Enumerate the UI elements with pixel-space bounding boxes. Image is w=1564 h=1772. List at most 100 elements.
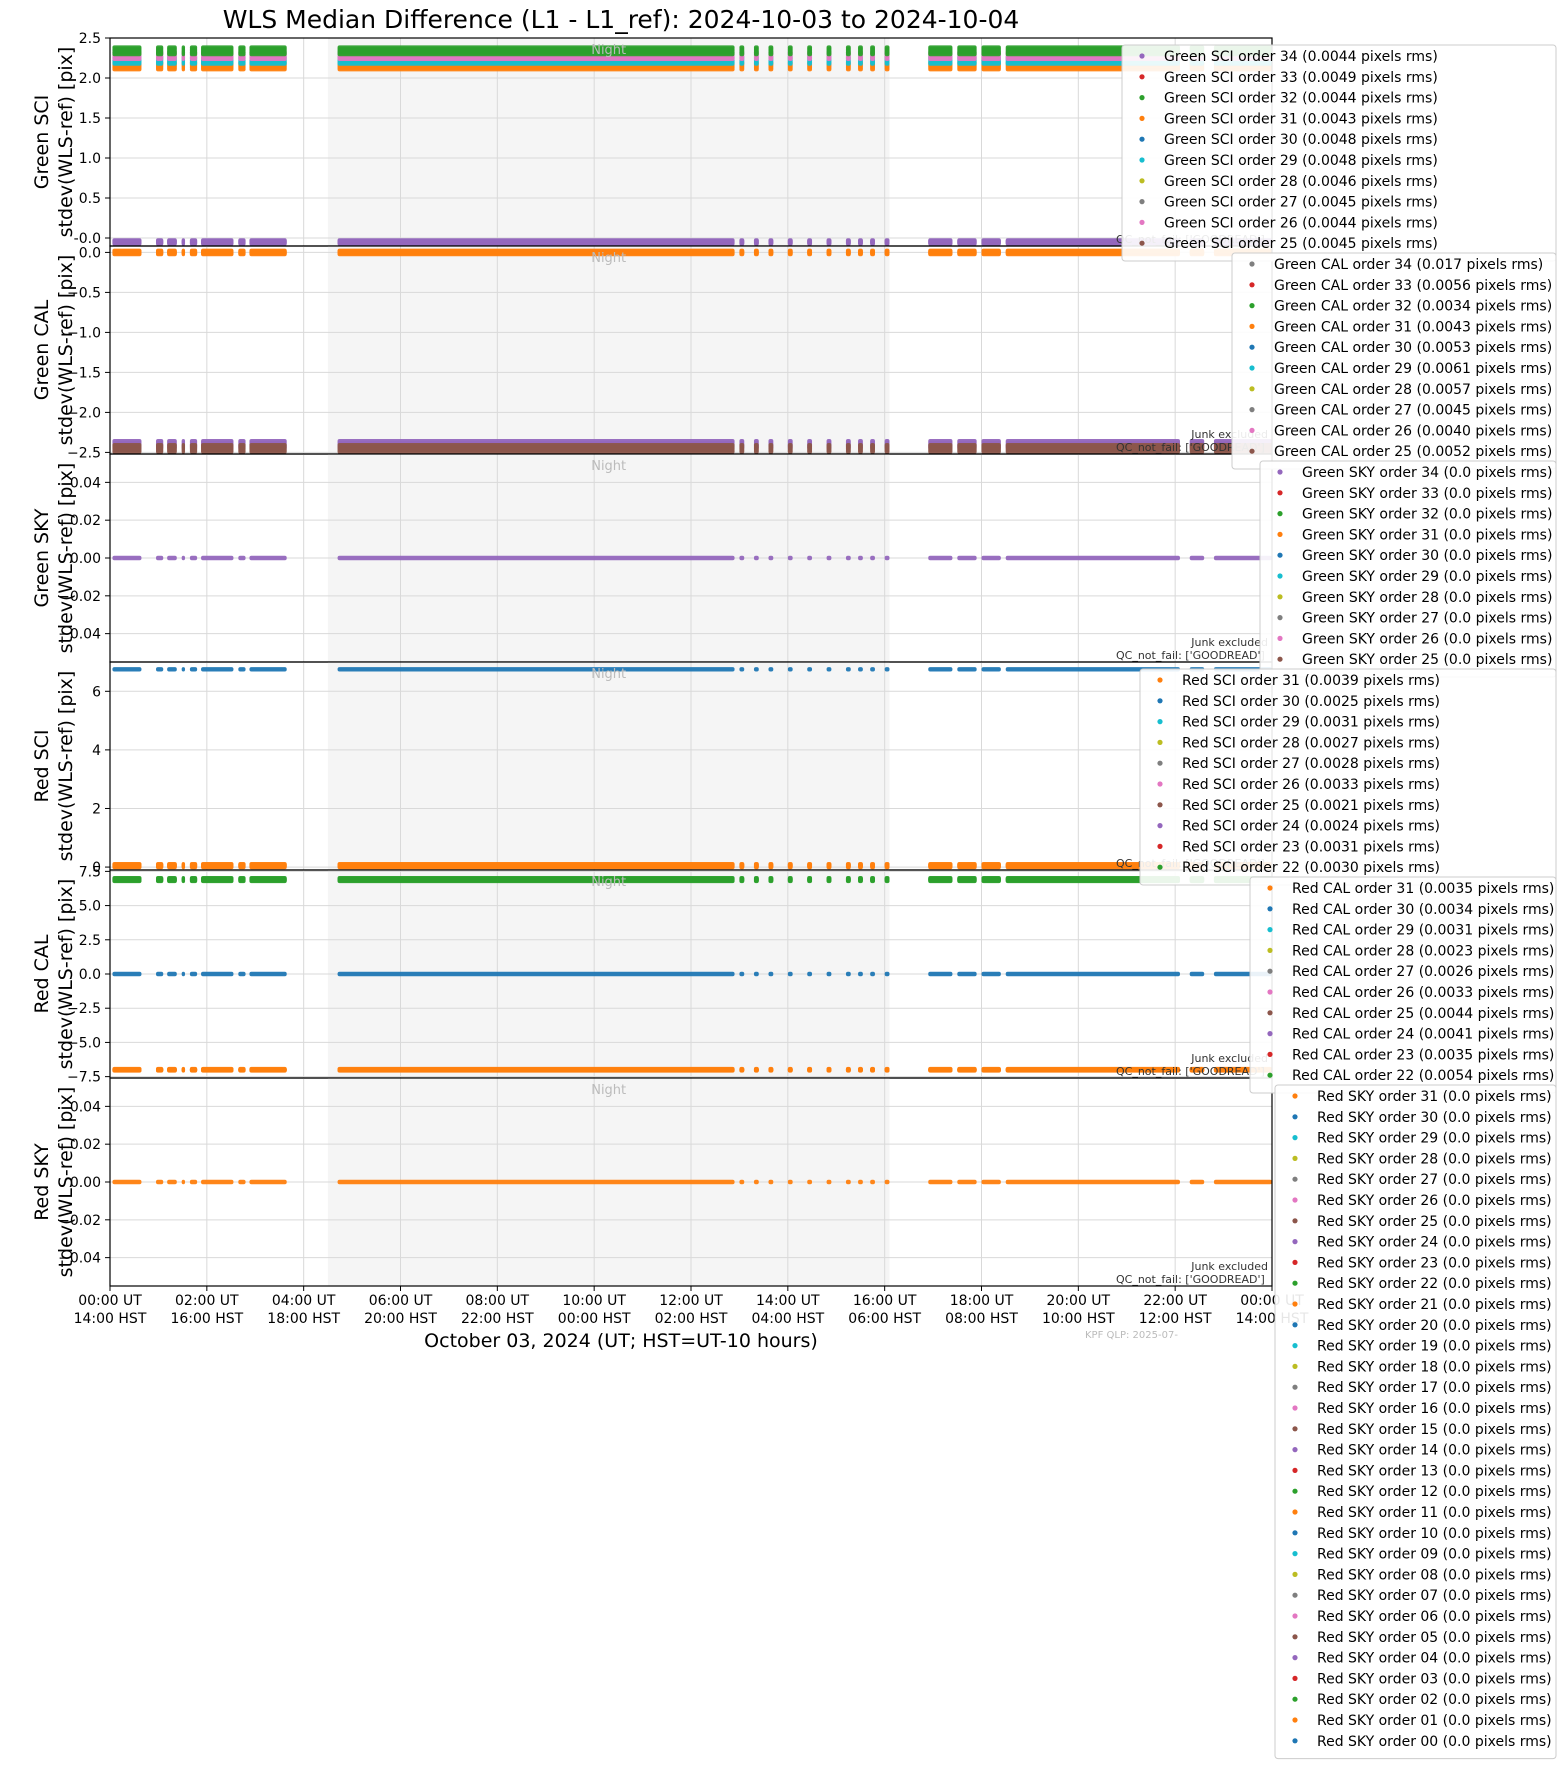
data-points-band (787, 443, 793, 448)
data-points-band (337, 439, 735, 444)
legend-entry: Red SKY order 24 (0.0 pixels rms) (1317, 1235, 1552, 1251)
legend-entry: Red SCI order 23 (0.0031 pixels rms) (1182, 839, 1440, 855)
data-points-band (768, 248, 774, 253)
data-points-band (155, 443, 164, 448)
data-points-band (870, 443, 875, 448)
y-tick-label: 0.02 (70, 513, 101, 529)
data-points-band (1189, 1066, 1205, 1072)
x-tick-label-ut: 08:00 UT (466, 1293, 530, 1309)
data-points-band (249, 248, 287, 253)
legend-entry: Red CAL order 26 (0.0033 pixels rms) (1292, 985, 1554, 1001)
legend-entry: Green SCI order 25 (0.0045 pixels rms) (1164, 236, 1438, 252)
x-tick-label-hst: 04:00 HST (751, 1311, 824, 1327)
panel-3: 0.04 0.02 0.00 −0.02 −0.04 Night Junk excluded… (31, 453, 1273, 663)
data-points-band (238, 1179, 246, 1185)
y-axis-label-line2: stdev(WLS-ref) [pix] (55, 255, 77, 446)
legend-entry: Red SCI order 22 (0.0030 pixels rms) (1182, 860, 1440, 876)
legend-marker (1157, 760, 1163, 766)
legend-entry: Green SCI order 30 (0.0048 pixels rms) (1164, 132, 1438, 148)
y-tick-label: 0.0 (79, 245, 101, 261)
data-points-band (238, 555, 246, 561)
data-points-band (870, 861, 875, 867)
legend-marker (1157, 739, 1163, 746)
data-points-band (807, 876, 813, 881)
data-points-band (768, 443, 774, 448)
legend-entry: Green CAL order 26 (0.0040 pixels rms) (1274, 423, 1552, 439)
legend-entry: Green CAL order 30 (0.0053 pixels rms) (1274, 340, 1552, 356)
legend-entry: Green SCI order 26 (0.0044 pixels rms) (1164, 215, 1438, 231)
data-points-band (753, 876, 759, 881)
x-tick-label-ut: 00:00 UT (78, 1293, 142, 1309)
data-points-band (981, 1066, 1001, 1072)
legend-2: Green CAL order 34 (0.017 pixels rms) Gre… (1231, 252, 1557, 470)
legend-marker (1267, 968, 1273, 974)
data-points-band (928, 439, 953, 444)
y-axis-label: Green SCI stdev(WLS-ref) [pix] (31, 47, 77, 238)
data-points-band (739, 1066, 745, 1072)
legend-marker (1292, 1405, 1298, 1411)
y-tick-label: -0.0 (74, 231, 101, 247)
legend-marker (1139, 157, 1145, 163)
legend-entry: Red SKY order 27 (0.0 pixels rms) (1317, 1172, 1552, 1188)
data-points-band (155, 971, 164, 977)
y-tick-label: 0.02 (70, 1137, 101, 1153)
data-points-band (807, 861, 813, 867)
data-points-band (739, 248, 745, 253)
data-points-band (981, 555, 1001, 561)
y-tick-label: 1.5 (79, 111, 101, 127)
legend-marker (1292, 1655, 1298, 1661)
data-points-band (768, 667, 774, 672)
legend-marker (1267, 1031, 1273, 1037)
night-label: Night (591, 459, 626, 474)
data-points-band (858, 45, 863, 50)
legend-marker (1277, 510, 1283, 517)
night-label: Night (591, 43, 626, 58)
data-points-band (845, 876, 851, 881)
legend-marker (1157, 781, 1163, 787)
data-points-band (787, 238, 793, 243)
y-tick-label: −7.5 (67, 1070, 101, 1086)
y-tick-label: −2.5 (67, 1001, 101, 1017)
data-points-band (858, 443, 863, 448)
data-points-band (787, 439, 793, 444)
data-points-band (787, 971, 793, 977)
legend-marker (1277, 594, 1283, 600)
night-shade (327, 246, 890, 454)
data-points-band (189, 555, 198, 561)
data-points-band (189, 238, 198, 243)
legend-entry: Green SKY order 27 (0.0 pixels rms) (1302, 611, 1552, 627)
legend-entry: Red SKY order 11 (0.0 pixels rms) (1317, 1505, 1552, 1521)
data-points-band (884, 45, 890, 50)
x-tick-label-ut: 14:00 UT (756, 1293, 820, 1309)
legend-marker (1277, 490, 1283, 496)
data-points-band (189, 45, 198, 50)
data-points-band (249, 1179, 287, 1185)
legend-entry: Green CAL order 31 (0.0043 pixels rms) (1274, 319, 1552, 335)
legend-entry: Red SKY order 10 (0.0 pixels rms) (1317, 1526, 1552, 1542)
legend-entry: Green SCI order 31 (0.0043 pixels rms) (1164, 111, 1438, 127)
data-points-band (858, 238, 863, 243)
legend-marker (1292, 1530, 1298, 1536)
legend-entry: Red SCI order 29 (0.0031 pixels rms) (1182, 715, 1440, 731)
data-points-band (858, 439, 863, 444)
legend-marker (1292, 1322, 1298, 1328)
legend-marker (1292, 1488, 1298, 1494)
data-points-band (928, 876, 953, 881)
legend-marker (1249, 303, 1255, 309)
legend-marker (1277, 635, 1283, 642)
data-points-band (884, 1179, 890, 1185)
data-points-band (337, 248, 735, 253)
data-points-band (201, 439, 234, 444)
data-points-band (870, 1066, 875, 1072)
legend-marker (1292, 1343, 1298, 1349)
legend-marker (1267, 906, 1273, 912)
data-points-band (739, 861, 745, 867)
data-points-band (826, 238, 832, 243)
junk-excluded-label: Junk excluded (1190, 636, 1268, 649)
data-points-band (845, 248, 851, 253)
footer-note: KPF QLP: 2025-07- (1085, 1330, 1178, 1341)
data-points-band (957, 443, 977, 448)
data-points-band (181, 238, 186, 243)
x-tick-label-ut: 18:00 UT (950, 1293, 1014, 1309)
y-tick-label: −0.5 (67, 285, 101, 301)
